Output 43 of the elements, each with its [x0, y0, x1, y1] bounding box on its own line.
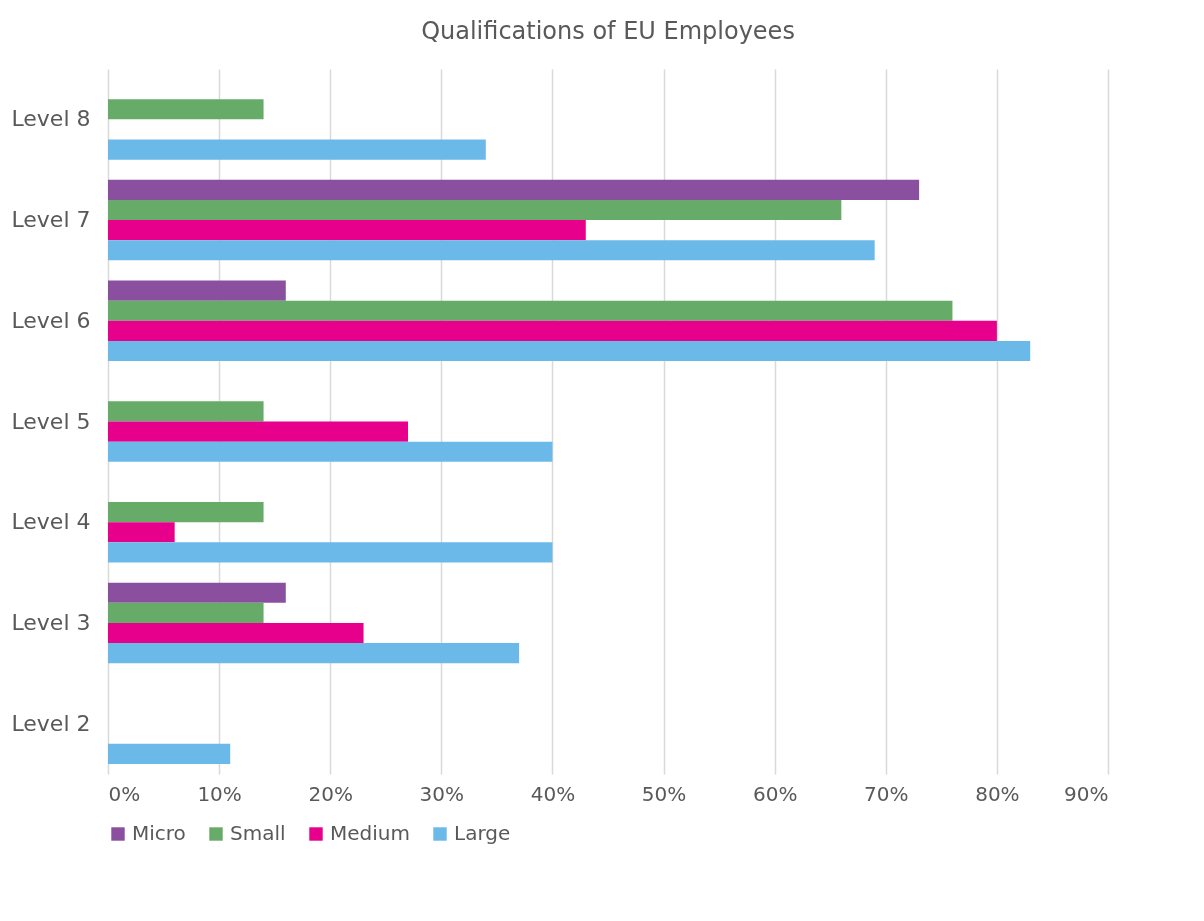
y-tick-label: Level 2: [11, 710, 91, 736]
bar: [108, 179, 920, 200]
legend-label: Large: [454, 821, 511, 845]
bar: [108, 441, 553, 462]
bar: [108, 220, 586, 241]
bar: [108, 99, 264, 120]
y-tick-label: Level 5: [11, 408, 91, 434]
y-tick-label: Level 8: [11, 106, 91, 132]
x-tick-label: 70%: [864, 781, 909, 806]
bar: [108, 320, 997, 341]
y-tick-label: Level 6: [11, 307, 91, 333]
x-tick-label: 30%: [419, 781, 465, 806]
bar: [108, 743, 231, 764]
x-tick-label: 40%: [530, 781, 576, 806]
y-tick-label: Level 7: [11, 207, 91, 233]
x-tick-label: 90%: [1064, 781, 1109, 806]
bar: [108, 502, 264, 523]
bar: [108, 622, 364, 644]
bar: [108, 340, 1031, 362]
bar: [108, 421, 408, 442]
bar: [108, 240, 875, 261]
x-tick-label: 0%: [108, 781, 141, 806]
x-tick-label: 60%: [752, 781, 798, 806]
x-tick-label: 50%: [641, 781, 687, 806]
bar: [108, 280, 286, 301]
y-tick-label: Level 3: [11, 609, 91, 635]
bar: [108, 602, 264, 623]
bar: [108, 522, 175, 543]
y-tick-label: Level 4: [11, 509, 91, 535]
legend-label: Small: [230, 821, 286, 845]
bar: [108, 300, 953, 321]
chart-title: Qualifications of EU Employees: [421, 17, 795, 45]
x-tick-label: 20%: [308, 781, 353, 806]
x-tick-label: 10%: [197, 781, 242, 806]
bar: [108, 401, 264, 422]
x-tick-label: 80%: [975, 781, 1020, 806]
legend-label: Micro: [132, 821, 186, 845]
bar: [108, 542, 553, 563]
bar: [108, 643, 520, 664]
legend-label: Medium: [330, 821, 410, 845]
bar: [108, 582, 286, 603]
bar: [108, 199, 842, 221]
bar: [108, 139, 486, 160]
